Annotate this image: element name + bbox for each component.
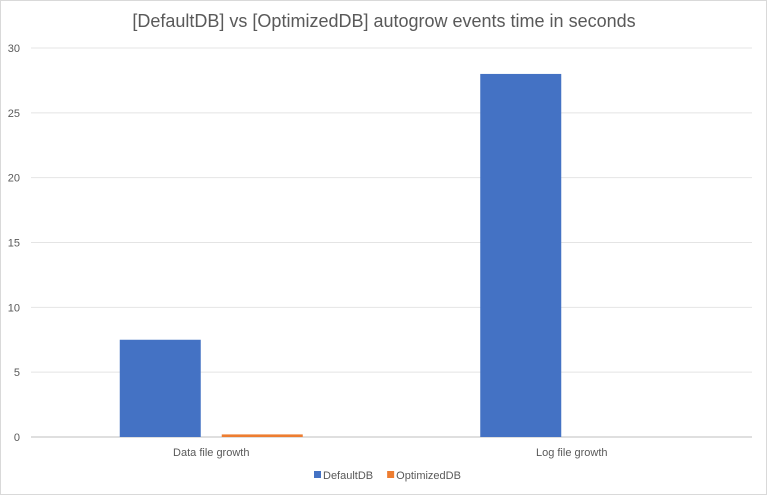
legend: DefaultDB OptimizedDB xyxy=(314,470,461,482)
chart-title: [DefaultDB] vs [OptimizedDB] autogrow ev… xyxy=(132,11,635,31)
y-tick-label: 25 xyxy=(8,108,20,120)
y-tick-label: 5 xyxy=(14,367,20,379)
y-tick-label: 10 xyxy=(8,302,20,314)
y-tick-label: 0 xyxy=(14,432,20,444)
x-category-label: Log file growth xyxy=(536,447,608,459)
bars xyxy=(119,73,562,437)
y-tick-label: 30 xyxy=(8,43,20,55)
bar-defaultdb-2 xyxy=(480,73,562,437)
y-tick-label: 20 xyxy=(8,173,20,185)
bar-optimizeddb-1 xyxy=(221,434,303,437)
x-axis: Data file growth Log file growth xyxy=(173,447,607,459)
y-tick-label: 15 xyxy=(8,238,20,250)
legend-label-optimizeddb: OptimizedDB xyxy=(396,470,461,482)
x-category-label: Data file growth xyxy=(173,447,249,459)
legend-label-defaultdb: DefaultDB xyxy=(323,470,373,482)
bar-defaultdb-1 xyxy=(119,339,201,437)
legend-swatch-defaultdb xyxy=(314,471,321,478)
y-axis: 0 5 10 15 20 25 30 xyxy=(8,43,20,444)
legend-swatch-optimizeddb xyxy=(387,471,395,478)
